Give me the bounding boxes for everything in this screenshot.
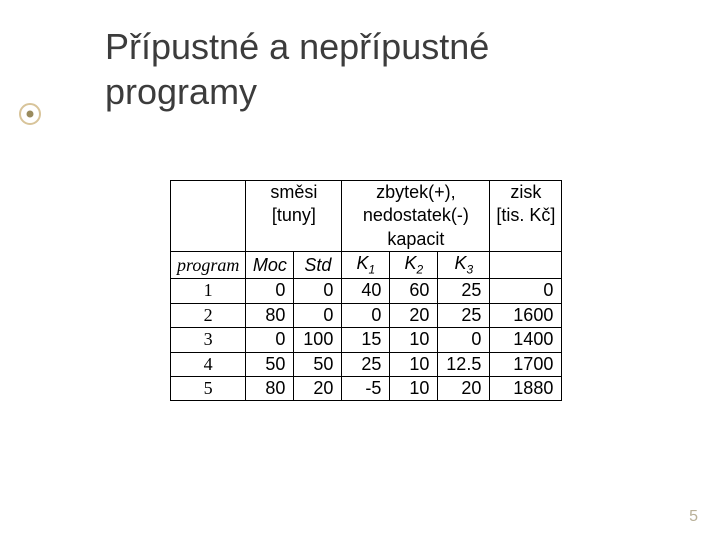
header-zisk: zisk bbox=[490, 181, 562, 205]
cell-moc: 50 bbox=[246, 352, 294, 376]
cell-k1: 0 bbox=[342, 303, 390, 327]
data-table: směsi zbytek(+), zisk [tuny] nedostatek(… bbox=[170, 180, 562, 401]
header-tuny: [tuny] bbox=[246, 204, 342, 227]
cell-zisk: 1880 bbox=[490, 376, 562, 400]
title-line-2: programy bbox=[105, 71, 257, 112]
cell-k2: 20 bbox=[390, 303, 438, 327]
cell-prog: 3 bbox=[171, 328, 246, 352]
table-row: 1 0 0 40 60 25 0 bbox=[171, 279, 562, 303]
header-smesi: směsi bbox=[246, 181, 342, 205]
header-blank-zisk bbox=[490, 228, 562, 252]
cell-k2: 10 bbox=[390, 352, 438, 376]
title-line-1: Přípustné a nepřípustné bbox=[105, 26, 489, 67]
page-number: 5 bbox=[689, 508, 698, 526]
cell-k3: 20 bbox=[438, 376, 490, 400]
header-zisk-unit: [tis. Kč] bbox=[490, 204, 562, 227]
header-zbytek-line3: kapacit bbox=[342, 228, 490, 252]
cell-std: 0 bbox=[294, 303, 342, 327]
cell-std: 20 bbox=[294, 376, 342, 400]
subheader-blank bbox=[490, 252, 562, 279]
header-blank-smesi bbox=[246, 228, 342, 252]
cell-prog: 1 bbox=[171, 279, 246, 303]
cell-zisk: 1400 bbox=[490, 328, 562, 352]
cell-k2: 10 bbox=[390, 328, 438, 352]
cell-moc: 80 bbox=[246, 303, 294, 327]
cell-zisk: 0 bbox=[490, 279, 562, 303]
table-row: 3 0 100 15 10 0 1400 bbox=[171, 328, 562, 352]
table-row: 4 50 50 25 10 12.5 1700 bbox=[171, 352, 562, 376]
cell-k1: 15 bbox=[342, 328, 390, 352]
subheader-k2: K2 bbox=[390, 252, 438, 279]
cell-zisk: 1700 bbox=[490, 352, 562, 376]
subheader-k1: K1 bbox=[342, 252, 390, 279]
subheader-std: Std bbox=[294, 252, 342, 279]
cell-moc: 0 bbox=[246, 279, 294, 303]
cell-k2: 10 bbox=[390, 376, 438, 400]
slide-decoration-icon bbox=[18, 102, 42, 126]
cell-std: 100 bbox=[294, 328, 342, 352]
table-row: 2 80 0 0 20 25 1600 bbox=[171, 303, 562, 327]
cell-moc: 0 bbox=[246, 328, 294, 352]
cell-std: 50 bbox=[294, 352, 342, 376]
subheader-program: program bbox=[171, 252, 246, 279]
cell-std: 0 bbox=[294, 279, 342, 303]
cell-k1: 40 bbox=[342, 279, 390, 303]
subheader-moc: Moc bbox=[246, 252, 294, 279]
cell-k1: 25 bbox=[342, 352, 390, 376]
cell-k3: 0 bbox=[438, 328, 490, 352]
cell-k3: 12.5 bbox=[438, 352, 490, 376]
subheader-k3: K3 bbox=[438, 252, 490, 279]
cell-zisk: 1600 bbox=[490, 303, 562, 327]
slide-title: Přípustné a nepřípustné programy bbox=[105, 24, 489, 114]
cell-k1: -5 bbox=[342, 376, 390, 400]
header-zbytek-line1: zbytek(+), bbox=[342, 181, 490, 205]
data-table-container: směsi zbytek(+), zisk [tuny] nedostatek(… bbox=[170, 180, 562, 401]
table-row: 5 80 20 -5 10 20 1880 bbox=[171, 376, 562, 400]
cell-k3: 25 bbox=[438, 279, 490, 303]
cell-moc: 80 bbox=[246, 376, 294, 400]
header-zbytek-line2: nedostatek(-) bbox=[342, 204, 490, 227]
cell-prog: 2 bbox=[171, 303, 246, 327]
cell-k2: 60 bbox=[390, 279, 438, 303]
cell-k3: 25 bbox=[438, 303, 490, 327]
cell-prog: 5 bbox=[171, 376, 246, 400]
cell-prog: 4 bbox=[171, 352, 246, 376]
header-empty-corner bbox=[171, 181, 246, 252]
